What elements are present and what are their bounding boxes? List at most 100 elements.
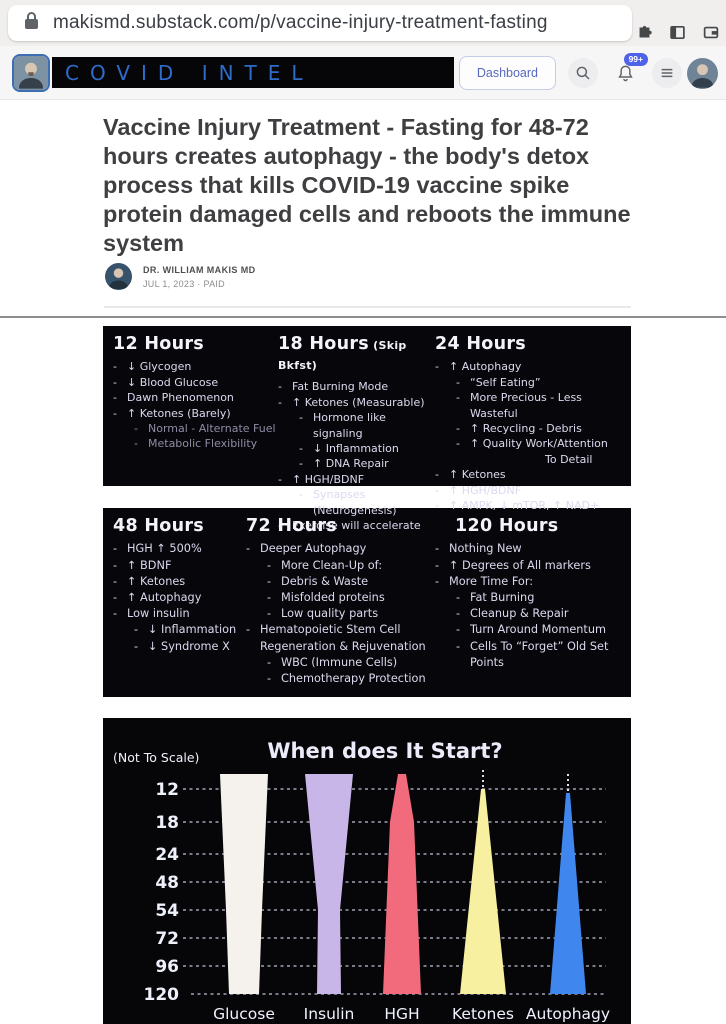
fasting-panel-48-72-120h[interactable]: 48 Hours - HGH ↑ 500% - ↑ BDNF - ↑ Ketones - ↑ A…: [103, 508, 631, 698]
panel-item: - ↑ HGH/BDNF: [435, 483, 522, 497]
panel-item: To Detail: [545, 452, 593, 466]
search-icon[interactable]: [568, 58, 598, 88]
panel-item: - “Self Eating”: [456, 375, 541, 389]
series-ketones: [460, 789, 506, 995]
byline: DR. WILLIAM MAKIS MD JUL 1, 2023 · PAID: [105, 263, 726, 291]
chart-svg: When does It Start? (Not To Scale) 12 18 24 4…: [113, 739, 610, 1023]
panel-item: - Low quality parts: [267, 607, 379, 621]
panel-heading: 18 Hours (Skip Bkfst): [278, 334, 407, 373]
author-avatar[interactable]: [105, 263, 132, 291]
publication-logo[interactable]: COVID INTEL: [52, 57, 454, 88]
fasting-panel-12-18-24h[interactable]: 12 Hours - ↓ Glycogen - ↓ Blood Glucose - Dawn…: [103, 326, 631, 532]
section-divider: [0, 316, 726, 319]
hamburger-icon: [661, 68, 673, 78]
chart-note: (Not To Scale): [113, 750, 199, 765]
series-insulin: [305, 774, 353, 995]
url-text: makismd.substack.com/p/vaccine-injury-tr…: [53, 12, 548, 33]
y-tick-label: 120: [144, 985, 180, 1005]
notifications-bell-icon[interactable]: 99+: [610, 53, 648, 88]
panel-item: Regeneration & Rejuvenation: [260, 639, 426, 653]
panel-column: 18 Hours (Skip Bkfst) - Fat Burning Mode - ↑…: [278, 334, 435, 532]
panel-item: - Hematopoietic Stem Cell: [246, 623, 401, 637]
panel-column: 120 Hours - Nothing New - ↑ Degrees of All m…: [435, 516, 631, 697]
article-title: Vaccine Injury Treatment - Fasting for 4…: [103, 114, 631, 256]
x-category-label: Insulin: [304, 1005, 355, 1023]
panel-item: - More Precious - Less Wasteful: [456, 391, 582, 420]
panel-heading: 24 Hours: [435, 334, 527, 355]
panel-item: - ↑ Ketones: [113, 574, 186, 588]
panel-item: - Misfolded proteins: [267, 591, 385, 605]
y-tick-label: 96: [155, 957, 179, 977]
lock-icon[interactable]: [22, 10, 41, 37]
y-tick-label: 48: [155, 873, 179, 893]
y-tick-label: 24: [155, 845, 179, 865]
panel-item: - Synapses (Neurogenesis): [299, 488, 397, 517]
panel-item: - Hormone like signaling: [299, 411, 386, 440]
panel-column: 12 Hours - ↓ Glycogen - ↓ Blood Glucose - Dawn…: [113, 334, 278, 486]
y-tick-label: 72: [155, 929, 179, 949]
x-category-label: Ketones: [452, 1005, 514, 1023]
panel-item: - More Clean-Up of:: [267, 558, 383, 572]
panel-item: - Chemotherapy Protection: [267, 672, 426, 686]
panel-item: - ↑ Recycling - Debris: [456, 422, 582, 436]
post-date: JUL 1, 2023 · PAID: [143, 278, 225, 289]
panel-item: - ↑ Degrees of All markers: [435, 558, 591, 572]
panel-item: - Exercise will accelerate: [278, 519, 421, 533]
panel-item: - Low insulin: [113, 607, 190, 621]
panel-item: - Turn Around Momentum: [456, 623, 607, 637]
chart-title: When does It Start?: [267, 739, 502, 763]
wallet-icon[interactable]: [702, 24, 720, 41]
panel-item: - ↑ Ketones (Barely): [113, 406, 231, 420]
panel-item: - Nothing New: [435, 542, 522, 556]
extension-icon[interactable]: [636, 24, 653, 41]
panel-item: - Debris & Waste: [267, 574, 369, 588]
sidebar-toggle-icon[interactable]: [669, 24, 686, 41]
panel-item: - ↑ Autophagy: [113, 591, 202, 605]
y-tick-label: 54: [155, 901, 179, 921]
panel-item: - ↑ Ketones: [435, 468, 506, 482]
browser-chrome: makismd.substack.com/p/vaccine-injury-tr…: [0, 0, 726, 46]
panel-item: - ↓ Blood Glucose: [113, 375, 219, 389]
panel-item: - ↑ HGH/BDNF: [278, 472, 365, 486]
address-bar[interactable]: makismd.substack.com/p/vaccine-injury-tr…: [8, 5, 632, 41]
panel-column: 48 Hours - HGH ↑ 500% - ↑ BDNF - ↑ Ketones - ↑ A…: [113, 516, 246, 697]
panel-column: 24 Hours - ↑ Autophagy - “Self Eating” - More …: [435, 334, 631, 512]
paid-badge: PAID: [203, 278, 225, 289]
panel-item: - Metabolic Flexibility: [134, 437, 258, 451]
panel-item: - ↓ Syndrome X: [134, 639, 230, 653]
panel-item: - Dawn Phenomenon: [113, 391, 234, 405]
panel-heading: 12 Hours: [113, 334, 205, 355]
panel-item: - Cells To “Forget” Old Set: [456, 639, 609, 653]
site-header: COVID INTEL Dashboard 99+: [0, 46, 726, 100]
panel-item: - ↑ DNA Repair: [299, 457, 389, 471]
y-tick-label: 18: [155, 813, 179, 833]
byline-divider: [104, 306, 631, 309]
series-hgh: [383, 774, 421, 995]
series-glucose: [220, 774, 268, 995]
panel-item: - ↓ Inflammation: [299, 442, 399, 456]
x-category-label: Autophagy: [526, 1005, 610, 1023]
panel-item: Points: [470, 655, 504, 669]
panel-item: - Normal - Alternate Fuel: [134, 422, 276, 436]
panel-item: - WBC (Immune Cells): [267, 655, 398, 669]
panel-heading: 48 Hours: [113, 516, 205, 537]
panel-item: - ↓ Inflammation: [134, 623, 237, 637]
menu-button[interactable]: [652, 58, 682, 88]
panel-item: - Fat Burning Mode: [278, 380, 389, 394]
x-category-label: Glucose: [213, 1005, 275, 1023]
panel-item: - ↑ Autophagy: [435, 360, 522, 374]
panel-item: - Deeper Autophagy: [246, 542, 367, 556]
panel-heading: 72 Hours: [246, 516, 338, 537]
panel-heading: 120 Hours: [455, 516, 559, 537]
panel-item: - Cleanup & Repair: [456, 607, 569, 621]
dashboard-button[interactable]: Dashboard: [458, 56, 556, 90]
author-name[interactable]: DR. WILLIAM MAKIS MD: [143, 264, 256, 275]
user-avatar[interactable]: [687, 57, 718, 89]
chart-panel-when-does-it-start[interactable]: When does It Start? (Not To Scale) 12 18 24 4…: [103, 718, 631, 1024]
panel-column: 72 Hours - Deeper Autophagy - More Clean-Up …: [246, 516, 435, 697]
series-autophagy: [550, 793, 586, 995]
panel-item: - ↓ Glycogen: [113, 360, 192, 374]
panel-item: - ↑ AMPK, ↓ mTOR, ↑ NAD+: [435, 499, 600, 513]
publication-avatar[interactable]: [12, 53, 50, 92]
